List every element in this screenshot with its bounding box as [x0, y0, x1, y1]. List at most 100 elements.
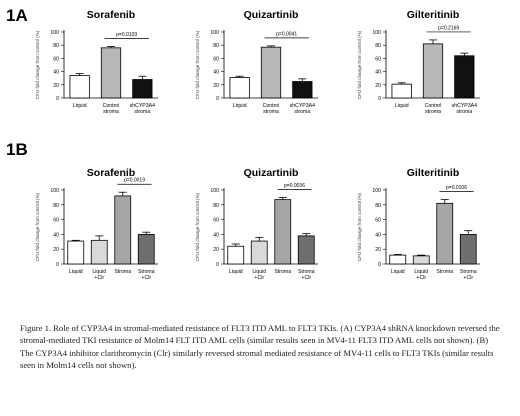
- y-tick-label: 40: [375, 232, 381, 238]
- bar: [132, 79, 153, 99]
- x-tick-label: Stroma: [114, 269, 131, 275]
- p-value-label: p=0.0103: [116, 32, 137, 38]
- bar: [69, 75, 90, 99]
- bar: [454, 55, 475, 99]
- y-tick-label: 20: [213, 83, 219, 89]
- y-tick-label: 20: [375, 247, 381, 253]
- p-value-label: p=0.0041: [276, 31, 297, 37]
- y-axis-label: CFU fold change from control (%): [357, 192, 362, 261]
- x-tick-label: Control stroma: [425, 103, 442, 115]
- x-tick-label: Liquid: [391, 269, 405, 275]
- x-tick-label: Liquid: [73, 103, 87, 109]
- chart-title: Gilteritinib: [407, 167, 460, 179]
- chart-title: Sorafenib: [87, 167, 135, 179]
- chart-1a-quizartinib: Quizartinib CFU fold change from control …: [195, 9, 318, 115]
- panel-label-1b: 1B: [6, 140, 28, 159]
- y-tick-label: 0: [216, 262, 219, 268]
- y-tick-label: 100: [50, 188, 59, 194]
- x-tick-label: Liquid +Clr: [252, 269, 266, 281]
- chart-title: Sorafenib: [87, 9, 135, 21]
- bar: [422, 43, 444, 99]
- x-tick-label: Liquid +Clr: [92, 269, 106, 281]
- p-value-label: p=0.0019: [124, 178, 145, 184]
- x-tick-label: shCYP3A4 stroma: [130, 103, 155, 115]
- chart-title: Quizartinib: [244, 167, 299, 179]
- y-tick-label: 0: [378, 262, 381, 268]
- chart-1b-sorafenib: Sorafenib CFU fold change from control (%…: [35, 167, 158, 281]
- chart-title: Gilteritinib: [407, 9, 460, 21]
- bar: [227, 245, 245, 265]
- y-tick-label: 20: [213, 247, 219, 253]
- x-tick-label: Control stroma: [263, 103, 280, 115]
- bar: [297, 235, 315, 265]
- y-tick-label: 100: [210, 30, 219, 36]
- y-tick-label: 80: [213, 43, 219, 49]
- x-tick-label: Liquid: [229, 269, 243, 275]
- bar: [67, 240, 85, 265]
- chart-1a-gilteritinib: Gilteritinib CFU fold change from control…: [357, 9, 480, 115]
- bar: [137, 234, 155, 265]
- bar: [90, 239, 108, 265]
- y-axis-label: CFU fold change from control (%): [35, 192, 40, 261]
- p-value-label: p=0.0036: [284, 183, 305, 189]
- y-tick-label: 0: [378, 96, 381, 102]
- y-tick-label: 40: [213, 70, 219, 76]
- bar: [459, 234, 477, 265]
- panel-label-1a: 1A: [6, 6, 28, 25]
- chart-1b-quizartinib: Quizartinib CFU fold change from control …: [195, 167, 318, 281]
- y-tick-label: 80: [53, 43, 59, 49]
- x-tick-label: Liquid: [395, 103, 409, 109]
- bar: [100, 47, 122, 99]
- bar: [229, 77, 250, 99]
- y-tick-label: 80: [375, 203, 381, 209]
- figure-caption: Figure 1. Role of CYP3A4 in stromal-medi…: [20, 323, 500, 371]
- bar: [391, 83, 412, 99]
- y-tick-label: 60: [53, 218, 59, 224]
- bar: [114, 195, 132, 265]
- y-tick-label: 40: [53, 232, 59, 238]
- p-value-label: p=0.2169: [438, 25, 459, 31]
- y-tick-label: 60: [53, 56, 59, 62]
- x-tick-label: Stroma: [436, 269, 453, 275]
- y-tick-label: 0: [56, 96, 59, 102]
- y-tick-label: 20: [53, 247, 59, 253]
- x-tick-label: Liquid: [233, 103, 247, 109]
- x-tick-label: Control stroma: [103, 103, 120, 115]
- x-tick-label: Stroma: [274, 269, 291, 275]
- x-tick-label: Stroma +Clr: [460, 269, 477, 281]
- y-axis-label: CFU fold change from control (%): [357, 30, 362, 99]
- x-tick-label: shCYP3A4 stroma: [452, 103, 477, 115]
- y-tick-label: 60: [213, 56, 219, 62]
- y-tick-label: 0: [56, 262, 59, 268]
- bar: [292, 81, 313, 99]
- y-tick-label: 60: [213, 218, 219, 224]
- bar: [260, 46, 282, 99]
- y-tick-label: 80: [213, 203, 219, 209]
- y-tick-label: 100: [50, 30, 59, 36]
- y-tick-label: 40: [375, 70, 381, 76]
- y-tick-label: 100: [372, 188, 381, 194]
- p-value-label: p=0.0106: [446, 185, 467, 191]
- y-tick-label: 40: [213, 232, 219, 238]
- y-tick-label: 60: [375, 218, 381, 224]
- x-tick-label: Liquid +Clr: [414, 269, 428, 281]
- y-tick-label: 20: [53, 83, 59, 89]
- x-tick-label: Liquid: [69, 269, 83, 275]
- y-tick-label: 100: [210, 188, 219, 194]
- bar: [274, 199, 292, 265]
- y-tick-label: 60: [375, 56, 381, 62]
- bar: [436, 202, 454, 265]
- chart-title: Quizartinib: [244, 9, 299, 21]
- x-tick-label: Stroma +Clr: [138, 269, 155, 281]
- y-axis-label: CFU fold change from control (%): [35, 30, 40, 99]
- y-axis-label: CFU fold change from control (%): [195, 192, 200, 261]
- y-tick-label: 80: [53, 203, 59, 209]
- x-tick-label: shCYP3A4 stroma: [290, 103, 315, 115]
- y-tick-label: 100: [372, 30, 381, 36]
- bar: [389, 254, 407, 265]
- y-tick-label: 80: [375, 43, 381, 49]
- y-tick-label: 0: [216, 96, 219, 102]
- chart-1a-sorafenib: Sorafenib CFU fold change from control (%…: [35, 9, 158, 115]
- y-axis-label: CFU fold change from control (%): [195, 30, 200, 99]
- bar: [412, 255, 430, 265]
